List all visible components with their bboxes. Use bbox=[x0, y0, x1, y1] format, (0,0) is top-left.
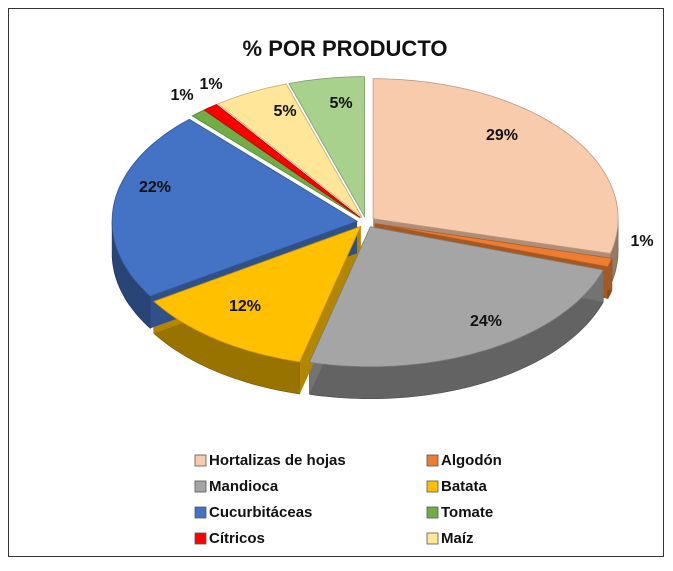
legend-label: Batata bbox=[441, 478, 488, 495]
pie-slice bbox=[288, 76, 366, 219]
legend-label: Mandioca bbox=[209, 478, 279, 495]
legend-label: Cucurbitáceas bbox=[209, 504, 312, 521]
data-label: 12% bbox=[229, 298, 261, 315]
data-label: 1% bbox=[630, 233, 653, 250]
legend-label: Maíz bbox=[441, 530, 474, 547]
legend-swatch bbox=[426, 480, 439, 493]
legend-swatch bbox=[426, 506, 439, 519]
pie-slice bbox=[217, 83, 363, 218]
data-label: 29% bbox=[486, 127, 518, 144]
legend-swatch bbox=[426, 454, 439, 467]
legend-label: Cítricos bbox=[209, 530, 265, 547]
legend-label: Algodón bbox=[441, 452, 502, 469]
legend-label: Hortalizas de hojas bbox=[209, 452, 346, 469]
data-label: 5% bbox=[329, 95, 352, 112]
legend-swatch bbox=[194, 454, 207, 467]
data-label: 24% bbox=[470, 313, 502, 330]
data-label: 1% bbox=[170, 87, 193, 104]
legend-swatch bbox=[194, 506, 207, 519]
pie-slice bbox=[308, 226, 604, 368]
data-label: 1% bbox=[199, 76, 222, 93]
data-label: 5% bbox=[273, 103, 296, 120]
pie-slice bbox=[372, 78, 619, 254]
legend-swatch bbox=[426, 532, 439, 545]
pie-slice bbox=[111, 118, 358, 297]
chart-title: % POR PRODUCTO bbox=[243, 36, 448, 61]
pie-slice bbox=[203, 104, 361, 219]
legend-label: Tomate bbox=[441, 504, 493, 521]
legend-swatch bbox=[194, 532, 207, 545]
data-label: 22% bbox=[139, 179, 171, 196]
legend-swatch bbox=[194, 480, 207, 493]
pie-slice bbox=[374, 223, 613, 268]
pie-slice bbox=[153, 225, 362, 363]
